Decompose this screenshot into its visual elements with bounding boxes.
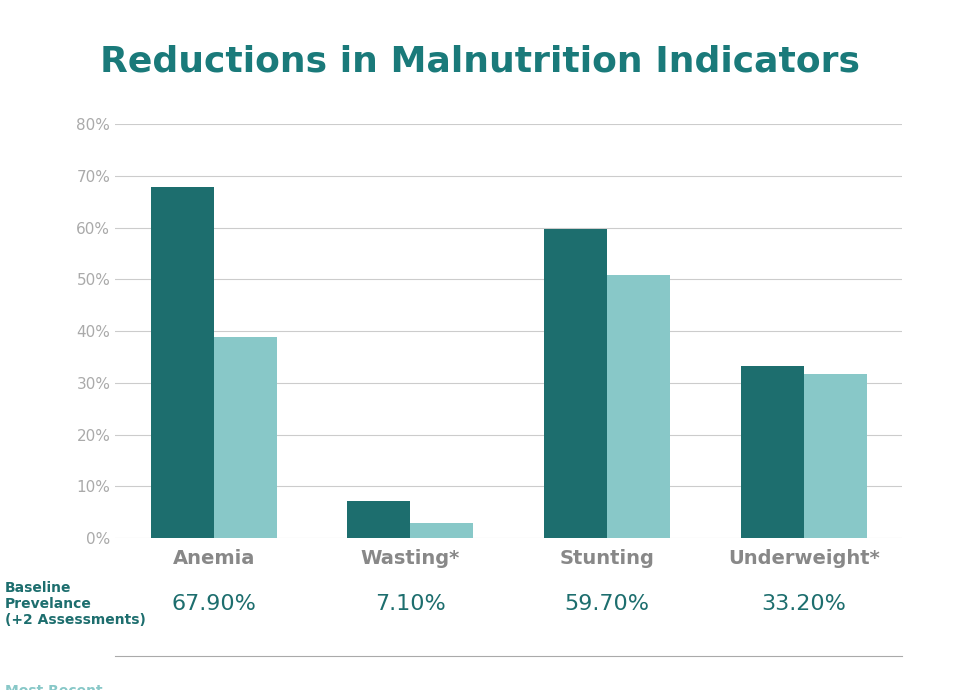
- Bar: [608, 275, 670, 538]
- Text: Baseline
Prevelance
(+2 Assessments): Baseline Prevelance (+2 Assessments): [5, 580, 146, 627]
- Text: 33.20%: 33.20%: [761, 594, 847, 613]
- Text: 7.10%: 7.10%: [375, 594, 445, 613]
- Bar: [804, 374, 867, 538]
- Bar: [151, 187, 213, 538]
- Text: 67.90%: 67.90%: [171, 594, 256, 613]
- Bar: [411, 523, 473, 538]
- Text: Reductions in Malnutrition Indicators: Reductions in Malnutrition Indicators: [100, 45, 860, 79]
- Bar: [348, 502, 411, 538]
- Text: Most Recent
Prevelance
(+2 Assessments): Most Recent Prevelance (+2 Assessments): [5, 684, 146, 690]
- Bar: [213, 337, 276, 538]
- Bar: [544, 229, 608, 538]
- Text: 59.70%: 59.70%: [564, 594, 650, 613]
- Bar: [741, 366, 804, 538]
